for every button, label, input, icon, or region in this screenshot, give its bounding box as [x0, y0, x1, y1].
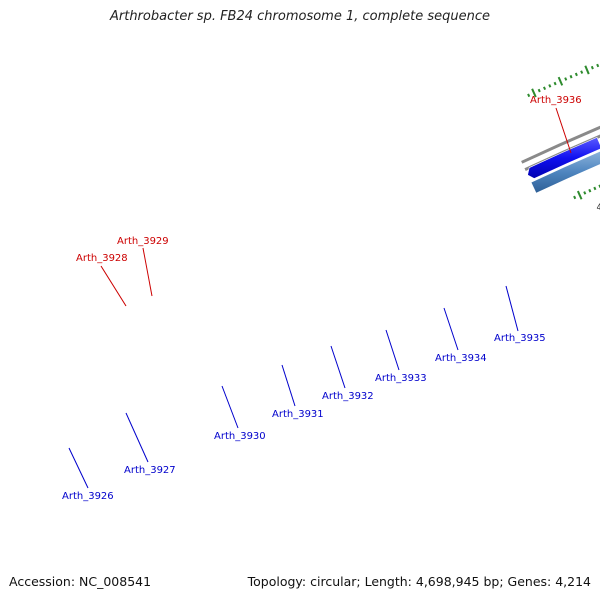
gene-label: Arth_3930 — [214, 431, 266, 442]
chromosome-backbone — [521, 125, 600, 171]
gene-label: Arth_3936 — [530, 95, 582, 106]
gene-labels: Arth_3936 Arth_3929 Arth_3928 Arth_3926 Arth… — [62, 95, 582, 502]
gene-label: Arth_3929 — [117, 236, 169, 247]
leader-line — [281, 364, 296, 407]
scale-labels: 4437 kbp4438 kbp4439 kbp4440 kbp4441 kbp… — [597, 203, 600, 213]
leader-line — [385, 329, 400, 371]
gene-label: Arth_3934 — [435, 353, 487, 364]
gene-feature — [527, 137, 600, 179]
map-title: Arthrobacter sp. FB24 chromosome 1, comp… — [109, 9, 491, 24]
leader-line — [330, 345, 346, 389]
gene-label: Arth_3928 — [76, 253, 128, 264]
leader-line — [443, 307, 459, 351]
scale-tick-label: 4437 kbp — [597, 203, 600, 213]
leader-line — [100, 265, 127, 307]
leader-line — [505, 285, 519, 332]
gene-features — [527, 137, 600, 194]
leader-line — [555, 107, 572, 154]
gene-label: Arth_3933 — [375, 373, 427, 384]
leader-line — [221, 385, 239, 429]
gene-label: Arth_3927 — [124, 465, 176, 476]
leader-line — [68, 447, 89, 489]
gene-label: Arth_3926 — [62, 491, 114, 502]
leader-line — [142, 247, 153, 297]
gene-arth-3926 — [530, 150, 600, 194]
label-leader-lines — [68, 107, 572, 489]
leader-line — [125, 412, 149, 463]
gene-label: Arth_3935 — [494, 333, 546, 344]
accession-text: Accession: NC_008541 — [9, 574, 152, 589]
outer-tick-ring — [527, 63, 600, 98]
gene-label: Arth_3932 — [322, 391, 374, 402]
sequence-summary: Topology: circular; Length: 4,698,945 bp… — [247, 574, 591, 589]
gene-label: Arth_3931 — [272, 409, 324, 420]
